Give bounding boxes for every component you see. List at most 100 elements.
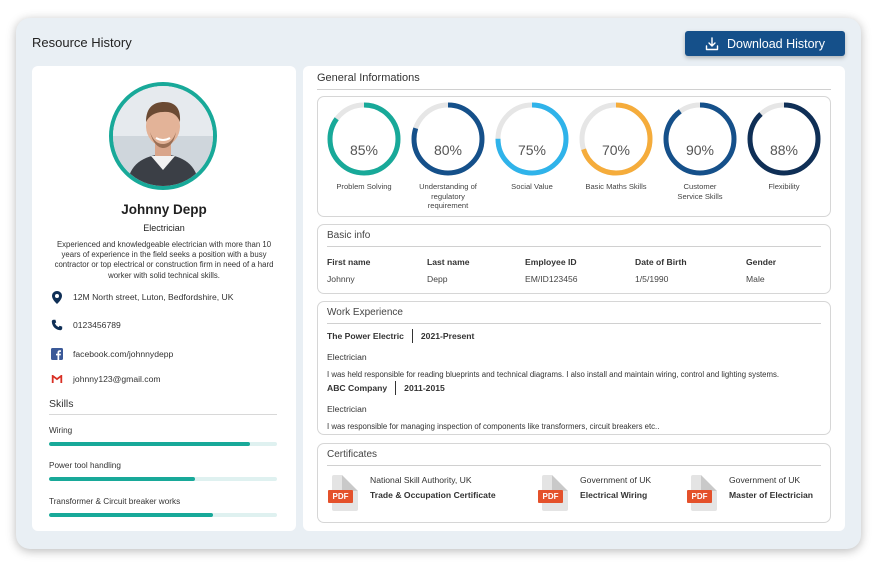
certificates-divider	[327, 465, 821, 466]
field-date-of-birth: Date of Birth 1/5/1990	[635, 257, 687, 284]
gauge-ring	[579, 102, 653, 176]
job-separator	[395, 381, 397, 395]
certificate-name: Trade & Occupation Certificate	[370, 490, 496, 500]
basic-info-divider	[327, 246, 821, 247]
certificate-issuer: Government of UK	[580, 475, 652, 485]
contact-address: 12M North street, Luton, Bedfordshire, U…	[50, 290, 234, 304]
certificates-title: Certificates	[327, 449, 378, 460]
skill-bar	[49, 442, 277, 446]
pdf-fold	[552, 475, 568, 491]
skill-bar-fill	[49, 513, 214, 517]
skill-label: Wiring	[49, 426, 73, 435]
work-experience-title: Work Experience	[327, 307, 403, 318]
pdf-file-icon: PDF	[328, 475, 358, 511]
certificate-issuer: National Skill Authority, UK	[370, 475, 472, 485]
download-history-button[interactable]: Download History	[685, 31, 845, 56]
phone-text: 0123456789	[73, 320, 121, 330]
certificates-panel: Certificates PDF National Skill Authorit…	[317, 443, 831, 523]
field-value: Male	[746, 274, 765, 284]
general-divider	[317, 89, 831, 90]
skill-power-tool: Power tool handling	[49, 461, 277, 481]
gauge-progress-arc	[495, 102, 569, 176]
gauge-label: Customer Service Skills	[677, 182, 723, 201]
email-link[interactable]: johnny123@gmail.com	[73, 374, 161, 384]
field-value: Johnny	[327, 274, 355, 284]
gauge-ring	[663, 102, 737, 176]
facebook-link[interactable]: facebook.com/johnnydepp	[73, 349, 174, 359]
work-experience-divider	[327, 323, 821, 324]
certificate-issuer: Government of UK	[729, 475, 801, 485]
certificate-text: Government of UK Master of Electrician	[729, 475, 813, 500]
job-description: I was held responsible for reading bluep…	[327, 370, 780, 379]
profile-bio: Experienced and knowledgeable electricia…	[54, 240, 274, 280]
job-role: Electrician	[327, 404, 367, 414]
contact-email[interactable]: johnny123@gmail.com	[50, 372, 161, 386]
gauge-label: Problem Solving	[336, 182, 392, 191]
field-header: Last name	[427, 257, 470, 267]
gauge-percent: 90%	[685, 142, 715, 158]
gauge-progress-arc	[579, 102, 653, 176]
download-icon	[705, 36, 719, 51]
gauge-progress-arc	[663, 102, 737, 176]
certificate-item[interactable]: PDF National Skill Authority, UK Trade &…	[328, 475, 496, 511]
avatar	[109, 82, 217, 190]
pdf-fold	[342, 475, 358, 491]
certificate-name: Electrical Wiring	[580, 490, 648, 500]
field-header: Gender	[746, 257, 777, 267]
profile-name: Johnny Depp	[121, 202, 207, 217]
gauge-flexibility: 88% Flexibility	[742, 97, 826, 192]
certificate-name: Master of Electrician	[729, 490, 814, 500]
contact-phone: 0123456789	[50, 318, 121, 332]
gauge-ring	[495, 102, 569, 176]
resource-history-panel: Resource History Download History	[16, 18, 861, 549]
gauge-percent: 88%	[769, 142, 799, 158]
pdf-badge: PDF	[687, 490, 712, 503]
contact-facebook[interactable]: facebook.com/johnnydepp	[50, 347, 173, 361]
gauge-percent: 70%	[601, 142, 631, 158]
gauge-basic-maths: 70% Basic Maths Skills	[574, 97, 658, 192]
basic-info-title: Basic info	[327, 230, 371, 241]
field-gender: Gender Male	[746, 257, 776, 284]
field-last-name: Last name Depp	[427, 257, 470, 284]
certificate-text: National Skill Authority, UK Trade & Occ…	[370, 475, 496, 500]
skill-bar-fill	[49, 477, 195, 481]
general-informations-title: General Informations	[317, 72, 420, 84]
skill-bar	[49, 477, 277, 481]
gauge-progress-arc	[327, 102, 401, 176]
job-entry: ABC Company 2011-2015 Electrician I was …	[327, 381, 823, 431]
gauge-percent: 75%	[517, 142, 547, 158]
profile-card: Johnny Depp Electrician Experienced and …	[32, 66, 296, 531]
details-card: General Informations 85% Problem Solving…	[303, 66, 845, 531]
skills-title: Skills	[49, 398, 74, 410]
field-header: Employee ID	[525, 257, 577, 267]
facebook-icon	[50, 347, 64, 361]
gauge-label: Social Value	[511, 182, 553, 191]
certificate-item[interactable]: PDF Government of UK Electrical Wiring	[538, 475, 651, 511]
skill-bar-fill	[49, 442, 250, 446]
gauge-label: Understanding of regulatory requirement	[419, 182, 477, 211]
phone-icon	[50, 318, 64, 332]
job-period: 2021-Present	[420, 331, 475, 341]
gauge-problem-solving: 85% Problem Solving	[322, 97, 406, 192]
download-history-label: Download History	[727, 36, 825, 51]
job-separator	[411, 329, 413, 343]
gmail-icon	[50, 372, 64, 386]
gauge-label: Basic Maths Skills	[585, 182, 647, 191]
field-value: 1/5/1990	[635, 274, 669, 284]
job-role: Electrician	[327, 352, 367, 362]
basic-info-panel: Basic info First name Johnny Last name D…	[317, 224, 831, 294]
gauge-customer-service: 90% Customer Service Skills	[658, 97, 742, 201]
gauge-ring	[411, 102, 485, 176]
field-header: Date of Birth	[635, 257, 687, 267]
certificate-item[interactable]: PDF Government of UK Master of Electrici…	[687, 475, 813, 511]
field-first-name: First name Johnny	[327, 257, 370, 284]
pdf-fold	[701, 475, 717, 491]
gauge-progress-arc	[747, 102, 821, 176]
gauge-ring	[747, 102, 821, 176]
gauge-progress-arc	[411, 102, 485, 176]
pdf-badge: PDF	[538, 490, 563, 503]
skill-wiring: Wiring	[49, 426, 277, 446]
pdf-file-icon: PDF	[538, 475, 568, 511]
pdf-file-icon: PDF	[687, 475, 717, 511]
job-header: ABC Company 2011-2015	[327, 381, 823, 395]
